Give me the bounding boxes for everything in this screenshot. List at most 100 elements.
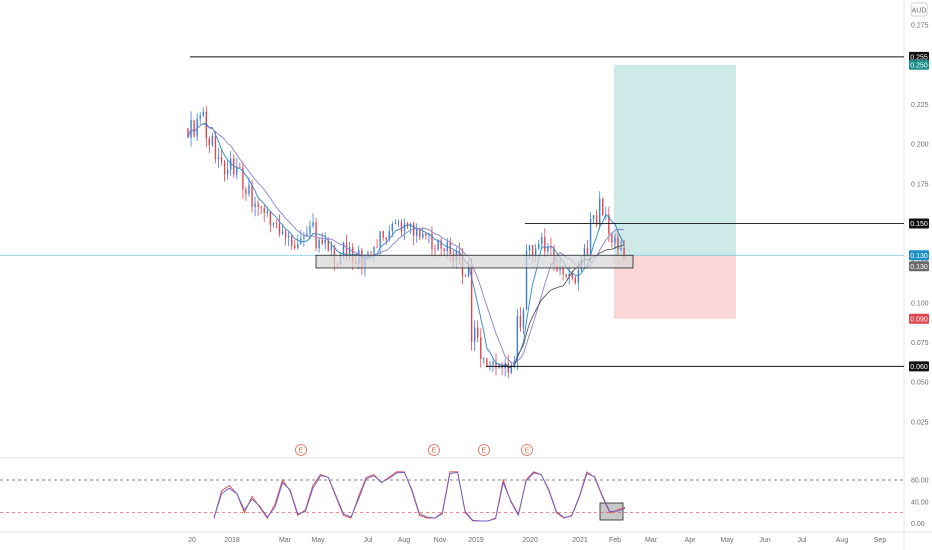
time-tick-label: 20 [188,537,196,544]
time-tick-label: 2021 [572,537,588,544]
stochastic-panel: 80.00 40.00 0.00 [0,471,929,528]
earnings-marker-label: E [299,448,304,455]
candle-body [477,327,479,338]
candle-body [257,203,259,208]
price-badge-label: 0.130 [910,264,928,271]
candle-body [486,358,488,367]
horizontal-levels[interactable] [0,56,904,367]
price-badge-label: 0.255 [910,54,928,61]
candle-body [522,309,525,328]
candle-body [367,252,369,258]
candle-body [403,223,406,232]
candle-body [440,240,442,249]
time-tick-label: 2020 [522,537,538,544]
candle-body [312,222,314,227]
candle-body [419,228,421,238]
candle-body [245,189,247,195]
sma-slow-line [187,122,625,365]
loss-zone[interactable] [614,255,736,319]
candle-body [217,156,220,159]
candle-body [287,235,290,238]
candle-body [422,233,424,238]
profit-zone[interactable] [614,64,736,256]
price-badge-label: 0.250 [910,62,928,69]
stoch-series-line [213,471,626,522]
candle-body [513,361,516,365]
candlestick-series[interactable] [187,105,625,379]
time-tick-label: Feb [609,537,621,544]
price-badge [909,261,929,272]
candle-body [534,248,537,257]
stoch-tick-label: 80.00 [911,478,929,485]
price-badge [909,313,929,324]
candle-body [583,247,586,260]
candle-body [510,364,512,373]
time-tick-label: Apr [685,537,697,544]
time-tick-label: Jul [798,537,807,544]
candle-body [278,223,281,234]
earnings-marker-label: E [525,448,530,455]
time-axis-ticks: 20 2018 Mar May Jul Aug Nov 2019 2020 2021 Feb Mar A… [188,537,886,544]
candle-body [226,169,229,175]
candle-body [284,231,287,238]
price-tick-label: 0.200 [911,142,929,149]
candle-body [205,111,207,139]
currency-label[interactable]: AUD [910,2,928,17]
candle-body [297,243,299,249]
candle-body [397,222,400,224]
candle-body [620,247,622,250]
moving-average-lines [187,122,625,369]
candle-body [294,245,296,249]
candle-body [376,246,378,248]
sma-long-line [504,244,625,369]
candle-body [547,247,549,252]
candle-body [611,234,613,243]
candle-body [623,247,625,258]
candle-body [196,118,198,137]
candle-body [233,158,235,175]
candle-body [464,275,467,277]
candle-body [187,128,189,138]
candle-body [321,239,323,244]
time-tick-label: Mar [645,537,658,544]
candle-body [275,223,278,225]
time-tick-label: Nov [434,537,447,544]
earnings-marker-label: E [432,448,437,455]
candle-body [617,237,619,250]
candle-body [248,184,250,195]
candle-body [467,265,470,277]
candle-body [324,239,326,244]
candle-body [236,166,238,175]
price-badge [909,218,929,229]
candle-body [400,222,403,232]
price-badge-label: 0.130 [910,253,928,260]
time-tick-label: Mar [279,537,292,544]
candle-body [303,236,305,239]
time-tick-label: 2019 [468,537,484,544]
candle-body [318,239,320,248]
candle-body [592,215,595,220]
price-badge [909,250,929,261]
candle-body [348,247,351,257]
stoch-tick-label: 0.00 [911,521,925,528]
stoch-series-line [213,471,626,522]
candle-body [425,233,427,236]
price-tick-label: 0.175 [911,181,929,188]
candle-body [538,244,540,249]
candle-body [373,246,375,254]
price-badge-label: 0.150 [910,221,928,228]
candle-body [565,274,567,277]
candle-body [290,235,293,246]
candle-body [568,273,570,277]
candle-body [589,219,592,257]
candle-body [577,269,580,283]
candle-body [544,237,546,252]
candle-body [531,245,534,257]
candle-body [199,115,201,119]
candle-body [379,231,381,247]
candle-body [239,166,241,168]
support-zone[interactable] [315,254,634,269]
